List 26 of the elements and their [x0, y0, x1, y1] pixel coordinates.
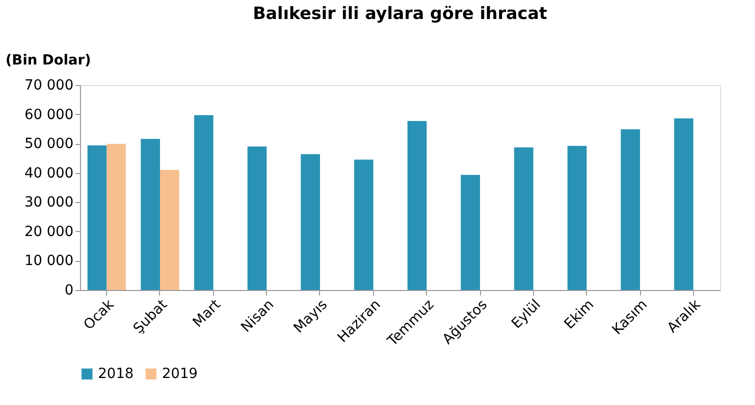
- y-tick-label: 20 000: [24, 224, 74, 240]
- legend-label: 2019: [162, 366, 198, 382]
- y-tick-label: 0: [64, 282, 74, 298]
- bar: [160, 170, 180, 290]
- chart-title: Balıkesir ili aylara göre ihracat: [252, 4, 548, 24]
- bar: [87, 145, 107, 290]
- bar: [194, 115, 214, 290]
- y-tick-label: 40 000: [24, 165, 74, 182]
- y-axis-title: (Bin Dolar): [6, 52, 91, 68]
- y-tick-label: 30 000: [24, 194, 74, 211]
- bar: [407, 121, 427, 290]
- bar: [567, 146, 587, 290]
- bar: [514, 147, 534, 290]
- legend-label: 2018: [98, 366, 134, 382]
- bar: [674, 118, 694, 290]
- y-tick-label: 50 000: [24, 136, 74, 152]
- bar: [620, 129, 640, 290]
- bar: [140, 138, 160, 290]
- bar: [354, 160, 374, 290]
- y-tick-label: 70 000: [24, 78, 74, 94]
- bar: [300, 154, 320, 290]
- y-tick-label: 10 000: [24, 253, 74, 270]
- y-tick-label: 60 000: [24, 106, 74, 123]
- bar: [106, 144, 126, 290]
- bar: [460, 174, 480, 290]
- bar: [247, 146, 267, 290]
